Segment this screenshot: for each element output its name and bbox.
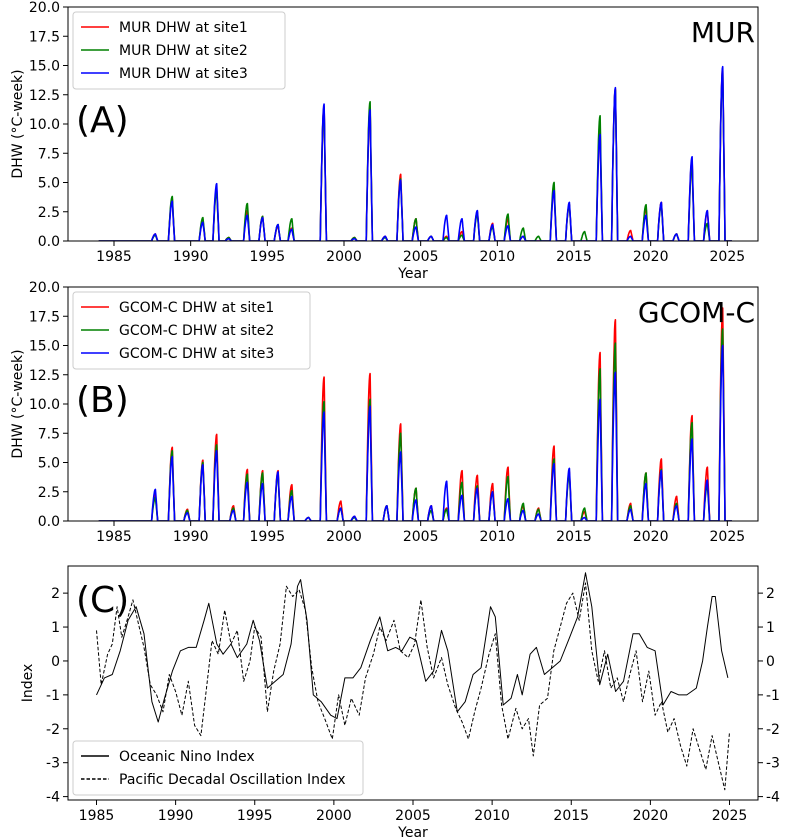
y-tick-label: 2 — [51, 586, 60, 602]
x-tick-label: 1990 — [173, 529, 209, 545]
x-tick-label: 2015 — [553, 808, 589, 824]
panel-b: 1985 1990 1995 2000 2005 2010 2015 2020 2025 0.0 2… — [10, 280, 759, 545]
legend-label: GCOM-C DHW at site2 — [119, 323, 274, 339]
legend-box — [72, 11, 286, 90]
legend-box — [72, 740, 364, 796]
x-tick-label: 2010 — [474, 808, 510, 824]
x-tick-label: 1990 — [173, 249, 209, 265]
x-tick-label: 2010 — [480, 249, 516, 265]
x-tick-label: 2005 — [403, 249, 439, 265]
x-axis-label: Year — [397, 266, 428, 282]
y-tick-label: -4 — [46, 790, 60, 806]
legend-label: Oceanic Nino Index — [119, 749, 255, 765]
series-line-1 — [96, 572, 729, 723]
x-tick-label: 1995 — [237, 808, 273, 824]
y-tick-label: 15.0 — [29, 339, 60, 355]
corner-label: GCOM-C — [638, 296, 755, 329]
y-tick-label: 0.0 — [38, 234, 60, 250]
y-tick-label: 5.0 — [38, 456, 60, 472]
x-tick-label: 1985 — [96, 249, 132, 265]
right-y-tick-label: -2 — [766, 722, 780, 738]
series-group — [96, 572, 730, 791]
series-group — [98, 65, 732, 241]
y-tick-label: -3 — [46, 756, 60, 772]
legend-box — [72, 291, 311, 370]
y-axis-label: DHW (°C-week) — [10, 349, 26, 458]
legend-label: MUR DHW at site2 — [119, 43, 248, 59]
right-y-tick-label: 0 — [766, 654, 775, 670]
y-tick-label: 15.0 — [29, 59, 60, 75]
y-axis-label: Index — [20, 664, 36, 703]
x-tick-label: 1985 — [79, 808, 115, 824]
panel-label: (B) — [76, 380, 129, 421]
y-axis-label: DHW (°C-week) — [10, 69, 26, 178]
y-tick-label: 10.0 — [29, 397, 60, 413]
legend-label: MUR DHW at site3 — [119, 66, 248, 82]
x-axis-label: Year — [397, 825, 428, 840]
y-tick-label: 5.0 — [38, 176, 60, 192]
right-y-tick-label: -1 — [766, 688, 780, 704]
x-tick-label: 2020 — [633, 529, 669, 545]
y-tick-label: -2 — [46, 722, 60, 738]
x-tick-label: 2025 — [710, 529, 746, 545]
legend-label: GCOM-C DHW at site1 — [119, 300, 274, 316]
legend-label: GCOM-C DHW at site3 — [119, 346, 274, 362]
x-tick-label: 2015 — [556, 529, 592, 545]
x-tick-label: 1985 — [96, 529, 132, 545]
y-tick-label: 20.0 — [29, 280, 60, 296]
y-tick-label: 12.5 — [29, 88, 60, 104]
series-line-2 — [96, 582, 730, 791]
x-tick-label: 1995 — [250, 249, 286, 265]
series-group — [98, 307, 732, 521]
y-tick-label: 2.5 — [38, 205, 60, 221]
corner-label: MUR — [691, 16, 755, 49]
right-y-tick-label: -3 — [766, 756, 780, 772]
x-tick-label: 2015 — [556, 249, 592, 265]
x-tick-label: 2000 — [326, 249, 362, 265]
y-tick-label: 7.5 — [38, 426, 60, 442]
right-y-tick-label: 1 — [766, 620, 775, 636]
y-tick-label: -1 — [46, 688, 60, 704]
x-tick-label: 2000 — [326, 529, 362, 545]
legend-label: Pacific Decadal Oscillation Index — [119, 772, 346, 788]
x-tick-label: 1995 — [250, 529, 286, 545]
x-tick-label: 2020 — [633, 249, 669, 265]
y-tick-label: 20.0 — [29, 0, 60, 16]
y-tick-label: 0 — [51, 654, 60, 670]
x-tick-label: 2025 — [710, 249, 746, 265]
x-tick-label: 2005 — [403, 529, 439, 545]
x-tick-label: 1990 — [158, 808, 194, 824]
right-y-tick-label: -4 — [766, 790, 780, 806]
series-line-2 — [98, 69, 732, 241]
y-tick-label: 7.5 — [38, 146, 60, 162]
x-tick-label: 2025 — [712, 808, 748, 824]
y-tick-label: 10.0 — [29, 117, 60, 133]
x-tick-label: 2000 — [316, 808, 352, 824]
y-tick-label: 2.5 — [38, 485, 60, 501]
panel-c: 1985 1990 1995 2000 2005 2010 2015 2020 2025-4-3… — [20, 565, 780, 840]
panel-a: 1985 1990 1995 2000 2005 2010 2015 2020 2025 0.0 2… — [10, 0, 759, 282]
y-tick-label: 12.5 — [29, 368, 60, 384]
y-tick-label: 1 — [51, 620, 60, 636]
panel-label: (A) — [76, 100, 129, 141]
y-tick-label: 17.5 — [29, 309, 60, 325]
series-line-3 — [98, 344, 732, 521]
y-tick-label: 0.0 — [38, 514, 60, 530]
right-y-tick-label: 2 — [766, 586, 775, 602]
x-tick-label: 2010 — [480, 529, 516, 545]
y-tick-label: 17.5 — [29, 29, 60, 45]
panel-label: (C) — [76, 580, 129, 621]
series-line-3 — [98, 65, 732, 241]
x-tick-label: 2005 — [395, 808, 431, 824]
x-tick-label: 2020 — [633, 808, 669, 824]
series-line-1 — [98, 67, 732, 241]
legend-label: MUR DHW at site1 — [119, 20, 248, 36]
